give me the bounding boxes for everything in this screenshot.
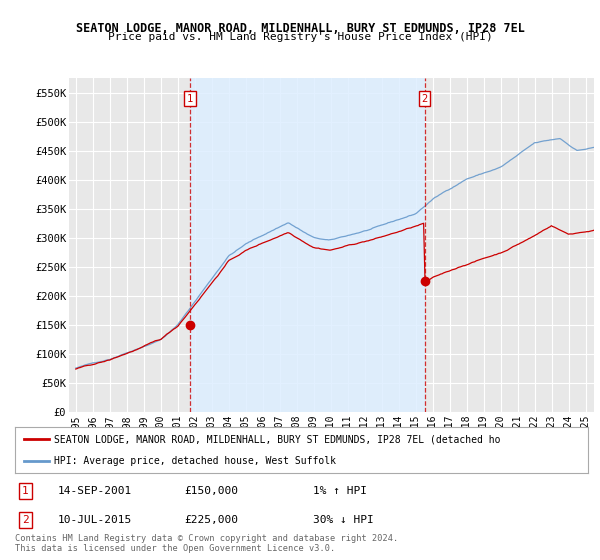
Text: 10-JUL-2015: 10-JUL-2015 [58,515,132,525]
Text: HPI: Average price, detached house, West Suffolk: HPI: Average price, detached house, West… [54,456,336,466]
Text: 2: 2 [22,515,29,525]
Text: 30% ↓ HPI: 30% ↓ HPI [313,515,374,525]
Bar [190,78,425,412]
Text: £225,000: £225,000 [184,515,238,525]
Text: 14-SEP-2001: 14-SEP-2001 [58,486,132,496]
Text: SEATON LODGE, MANOR ROAD, MILDENHALL, BURY ST EDMUNDS, IP28 7EL (detached ho: SEATON LODGE, MANOR ROAD, MILDENHALL, BU… [54,434,500,444]
Text: 1: 1 [187,94,193,104]
Text: This data is licensed under the Open Government Licence v3.0.: This data is licensed under the Open Gov… [15,544,335,553]
Text: 2: 2 [421,94,428,104]
Text: SEATON LODGE, MANOR ROAD, MILDENHALL, BURY ST EDMUNDS, IP28 7EL: SEATON LODGE, MANOR ROAD, MILDENHALL, BU… [76,22,524,35]
Text: 1% ↑ HPI: 1% ↑ HPI [313,486,367,496]
Text: 1: 1 [22,486,29,496]
Text: Contains HM Land Registry data © Crown copyright and database right 2024.: Contains HM Land Registry data © Crown c… [15,534,398,543]
Text: Price paid vs. HM Land Registry's House Price Index (HPI): Price paid vs. HM Land Registry's House … [107,32,493,43]
Text: £150,000: £150,000 [184,486,238,496]
